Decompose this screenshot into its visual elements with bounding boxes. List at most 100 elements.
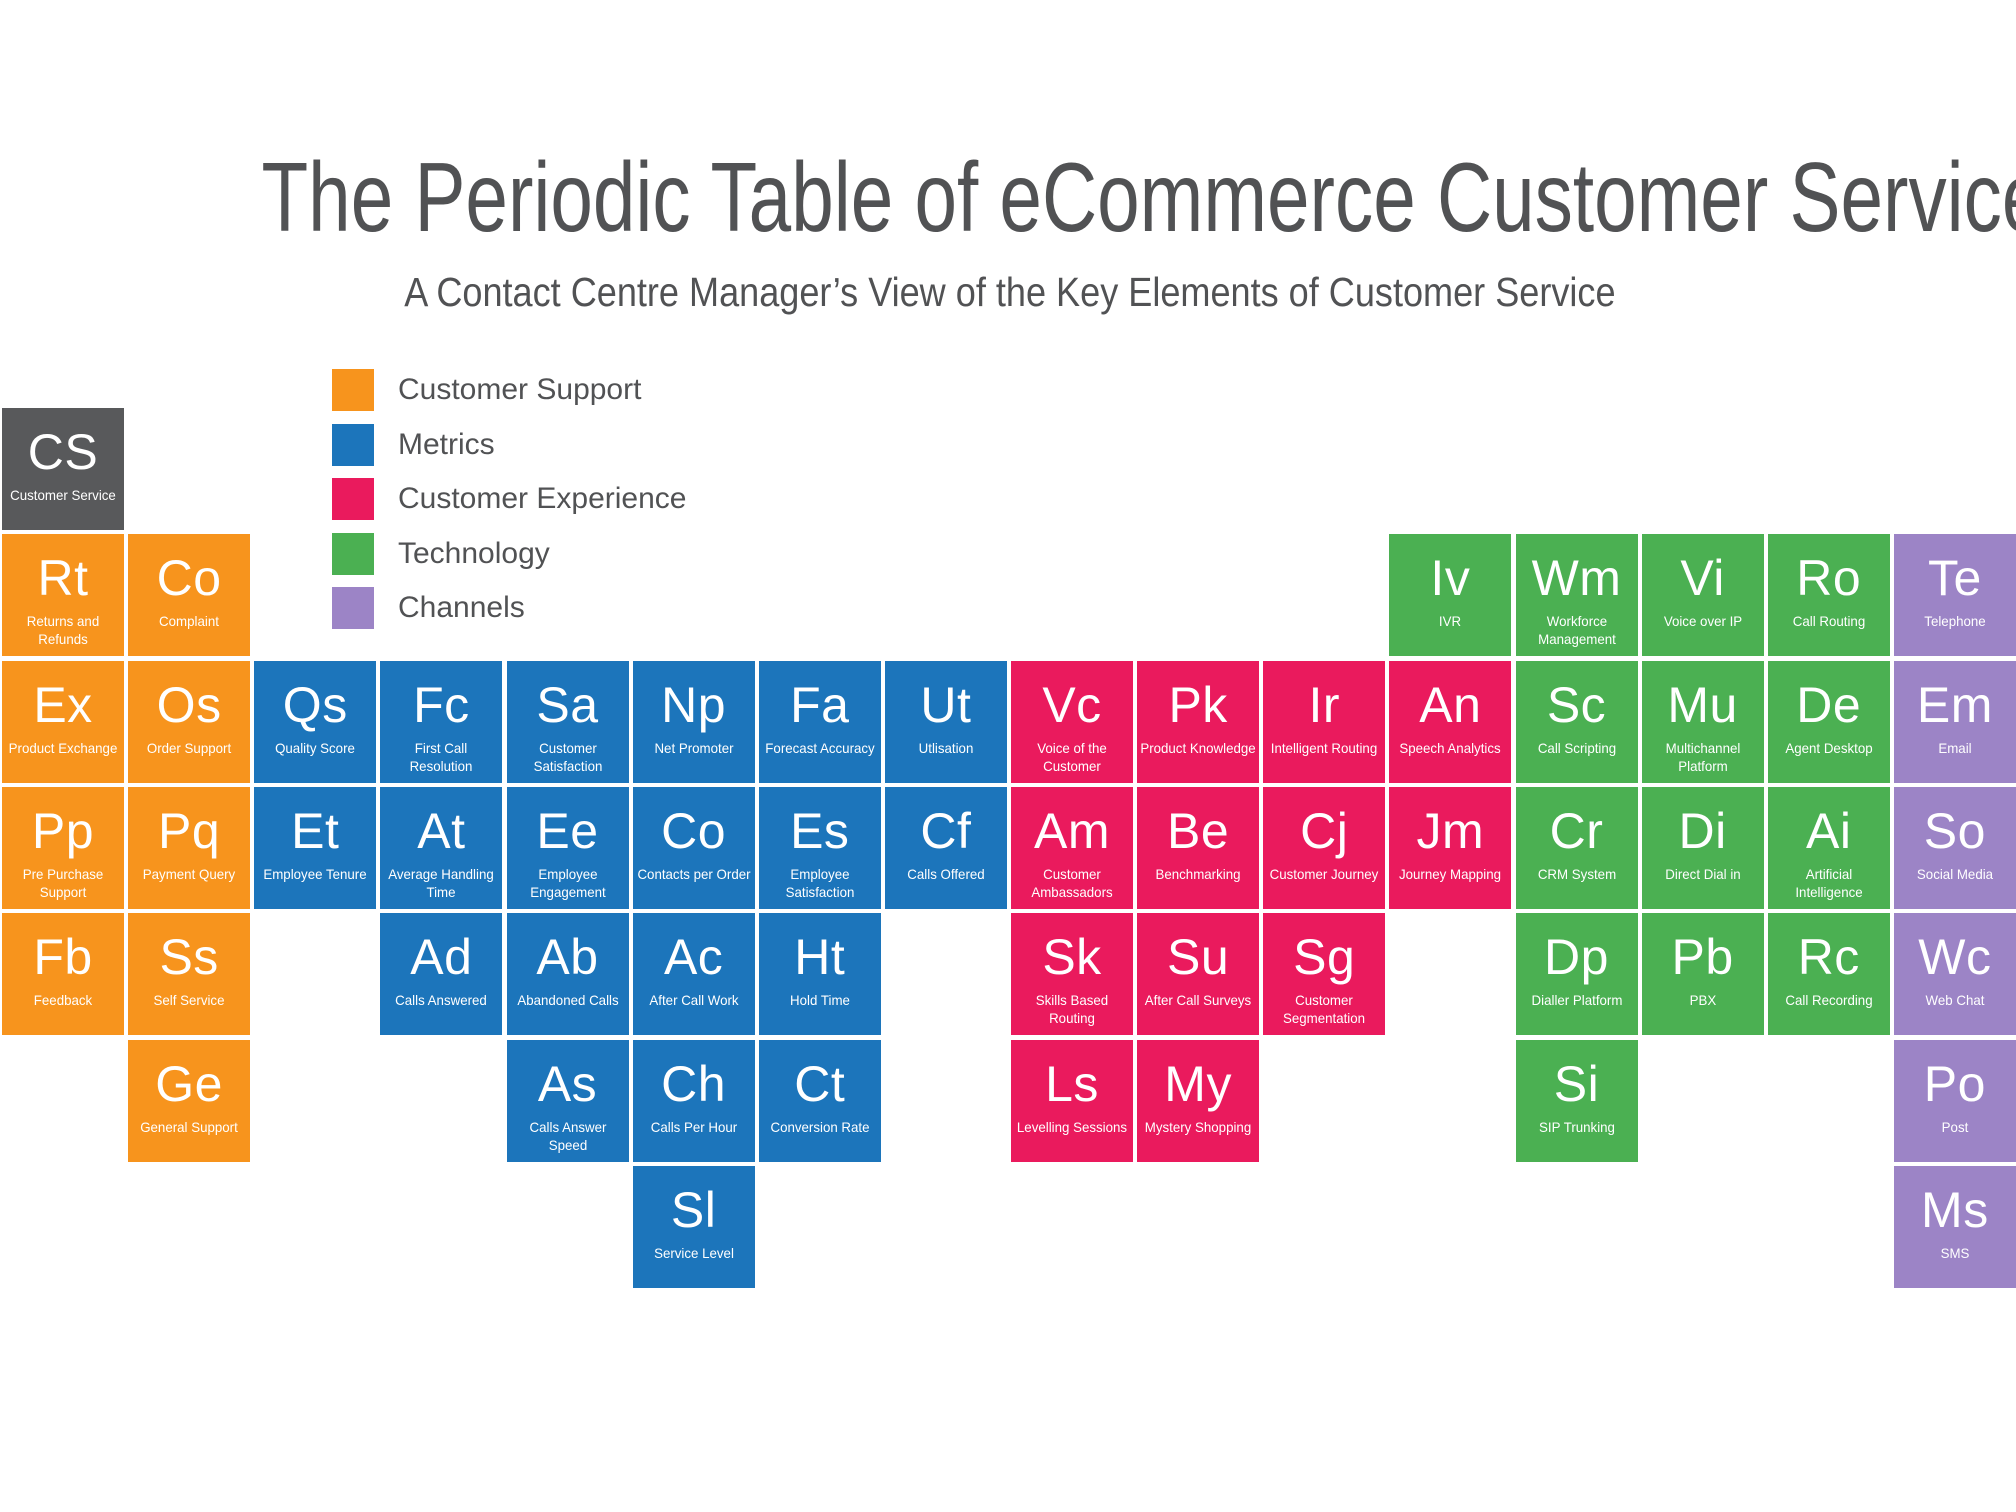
element-name: Skills Based Routing	[1035, 992, 1109, 1027]
element-symbol: Sa	[536, 676, 599, 733]
element-name: Benchmarking	[1155, 865, 1241, 882]
element-name: Abandoned Calls	[516, 992, 619, 1009]
element-symbol: Ge	[155, 1055, 223, 1112]
element-name: Order Support	[146, 739, 232, 756]
element-cell-ir: Ir Intelligent Routing	[1263, 660, 1386, 783]
element-cell-es: Es Employee Satisfaction	[758, 786, 881, 909]
element-name: Calls Per Hour	[650, 1118, 737, 1135]
element-name: CRM System	[1537, 865, 1616, 882]
element-symbol: As	[537, 1055, 598, 1112]
element-cell-qs: Qs Quality Score	[254, 660, 377, 783]
element-name: Conversion Rate	[770, 1118, 870, 1135]
legend-item-customer-experience: Customer Experience	[332, 478, 686, 520]
element-cell-em: Em Email	[1893, 660, 2016, 783]
element-cell-pq: Pq Payment Query	[128, 786, 251, 909]
element-symbol: Po	[1923, 1055, 1986, 1112]
element-name: Customer Satisfaction	[533, 739, 602, 774]
element-name: Call Recording	[1785, 992, 1873, 1009]
element-name: Levelling Sessions	[1016, 1118, 1128, 1135]
element-symbol: Cj	[1300, 802, 1349, 859]
element-cell-cj: Cj Customer Journey	[1263, 786, 1386, 909]
element-name: Voice of the Customer	[1037, 739, 1107, 774]
element-name: Speech Analytics	[1399, 739, 1502, 756]
element-symbol: Dp	[1544, 929, 1609, 986]
element-symbol: Fa	[790, 676, 850, 733]
element-cell-ge: Ge General Support	[128, 1039, 251, 1162]
element-name: Complaint	[159, 613, 220, 630]
element-name: Artificial Intelligence	[1795, 865, 1863, 901]
element-name: IVR	[1439, 613, 1462, 630]
element-cell-co: Co Contacts per Order	[632, 786, 755, 909]
element-cell-vi: Vi Voice over IP	[1641, 534, 1764, 657]
element-symbol: Np	[661, 676, 727, 733]
element-cell-ad: Ad Calls Answered	[380, 913, 503, 1036]
element-symbol: Ss	[159, 929, 219, 986]
element-cell-ct: Ct Conversion Rate	[758, 1039, 881, 1162]
element-cell-am: Am Customer Ambassadors	[1011, 786, 1133, 909]
element-symbol: Vc	[1042, 676, 1102, 733]
element-symbol: Be	[1167, 802, 1230, 859]
element-name: Self Service	[153, 992, 225, 1009]
element-cell-si: Si SIP Trunking	[1515, 1039, 1638, 1162]
element-cell-sa: Sa Customer Satisfaction	[506, 660, 629, 783]
element-symbol: Wm	[1531, 550, 1622, 607]
element-cell-ai: Ai Artificial Intelligence	[1767, 786, 1890, 909]
element-symbol: So	[1923, 802, 1986, 859]
element-symbol: Su	[1167, 929, 1230, 986]
element-cell-sk: Sk Skills Based Routing	[1011, 913, 1133, 1036]
element-symbol: Vi	[1680, 550, 1725, 607]
legend-swatch-metrics	[332, 423, 374, 466]
page-subtitle: A Contact Centre Manager’s View of the K…	[0, 272, 2016, 313]
element-name: Journey Mapping	[1399, 865, 1502, 882]
element-cell-di: Di Direct Dial in	[1641, 786, 1764, 909]
element-symbol: Rt	[37, 550, 89, 607]
element-cell-ac: Ac After Call Work	[632, 913, 755, 1036]
element-symbol: Pk	[1168, 676, 1228, 733]
legend-item-metrics: Metrics	[332, 423, 495, 466]
element-symbol: Ut	[920, 676, 972, 733]
element-name: SMS	[1940, 1244, 1970, 1261]
element-name: Dialler Platform	[1531, 992, 1622, 1009]
page-subtitle-text: A Contact Centre Manager’s View of the K…	[404, 269, 1616, 315]
element-name: Intelligent Routing	[1271, 739, 1378, 756]
element-name: Multichannel Platform	[1665, 739, 1740, 774]
element-name: Call Routing	[1792, 613, 1865, 630]
element-name: Workforce Management	[1537, 613, 1616, 648]
element-symbol: Ch	[661, 1055, 727, 1112]
element-symbol: Di	[1678, 802, 1727, 859]
element-cell-sl: Sl Service Level	[632, 1165, 755, 1288]
element-cell-jm: Jm Journey Mapping	[1389, 786, 1512, 909]
legend-swatch-channels	[332, 587, 374, 629]
element-cell-mu: Mu Multichannel Platform	[1641, 660, 1764, 783]
element-symbol: Pb	[1671, 929, 1734, 986]
element-name: Calls Offered	[907, 865, 985, 882]
element-symbol: An	[1419, 676, 1482, 733]
element-symbol: Os	[156, 676, 222, 733]
element-cell-wc: Wc Web Chat	[1893, 913, 2016, 1036]
element-symbol: Am	[1034, 802, 1110, 859]
element-symbol: Ms	[1921, 1181, 1989, 1238]
element-cell-at: At Average Handling Time	[380, 786, 503, 909]
element-symbol: CS	[27, 424, 99, 480]
element-cell-ch: Ch Calls Per Hour	[632, 1039, 755, 1162]
legend-label: Metrics	[398, 427, 495, 461]
element-name: Employee Satisfaction	[785, 865, 855, 901]
element-cell-pp: Pp Pre Purchase Support	[2, 786, 124, 909]
element-name: Mystery Shopping	[1144, 1118, 1252, 1135]
element-cell-fb: Fb Feedback	[2, 913, 124, 1036]
element-symbol: Ct	[794, 1055, 846, 1112]
element-name: Pre Purchase Support	[22, 865, 104, 901]
element-name: Forecast Accuracy	[765, 739, 875, 756]
element-cell-ht: Ht Hold Time	[758, 913, 881, 1036]
element-symbol: Co	[661, 802, 727, 859]
element-cell-ex: Ex Product Exchange	[2, 660, 124, 783]
element-cell-rc: Rc Call Recording	[1767, 913, 1890, 1036]
element-name: Quality Score	[275, 739, 356, 756]
element-cell-ls: Ls Levelling Sessions	[1011, 1039, 1133, 1162]
element-symbol: Rc	[1797, 929, 1860, 986]
element-symbol: Si	[1553, 1055, 1600, 1112]
element-cell-vc: Vc Voice of the Customer	[1011, 660, 1133, 783]
element-name: PBX	[1689, 992, 1716, 1009]
element-name: After Call Surveys	[1144, 992, 1252, 1009]
